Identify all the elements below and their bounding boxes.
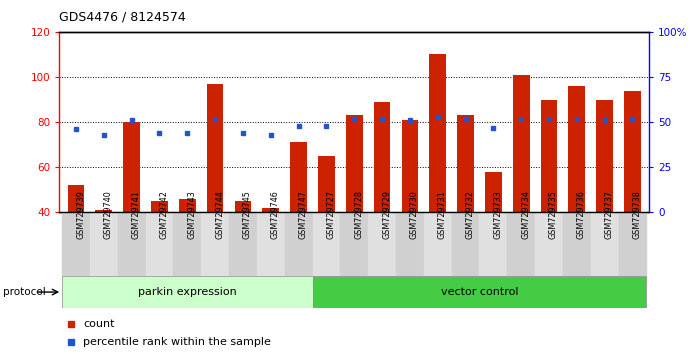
Text: parkin expression: parkin expression xyxy=(138,287,237,297)
Bar xyxy=(201,212,229,276)
Bar xyxy=(257,212,285,276)
Text: GSM729742: GSM729742 xyxy=(159,190,168,239)
Bar xyxy=(541,99,557,212)
Text: GSM729730: GSM729730 xyxy=(410,190,419,239)
Text: GSM729747: GSM729747 xyxy=(299,190,308,239)
Bar xyxy=(229,212,257,276)
Bar xyxy=(118,212,146,276)
Bar xyxy=(290,142,307,212)
Bar xyxy=(146,212,173,276)
Text: GSM729732: GSM729732 xyxy=(466,190,475,239)
Bar xyxy=(368,212,396,276)
Bar xyxy=(596,99,613,212)
Text: percentile rank within the sample: percentile rank within the sample xyxy=(83,337,271,348)
Bar xyxy=(568,86,585,212)
Text: GSM729735: GSM729735 xyxy=(549,190,558,239)
Bar xyxy=(313,276,646,308)
Text: GSM729738: GSM729738 xyxy=(632,190,641,239)
Text: GSM729731: GSM729731 xyxy=(438,190,447,239)
Bar xyxy=(535,212,563,276)
Bar xyxy=(485,172,502,212)
Bar xyxy=(480,212,507,276)
Text: GSM729737: GSM729737 xyxy=(604,190,614,239)
Bar xyxy=(624,91,641,212)
Text: vector control: vector control xyxy=(440,287,518,297)
Bar xyxy=(591,212,618,276)
Text: protocol: protocol xyxy=(3,287,46,297)
Bar xyxy=(513,75,530,212)
Text: GSM729729: GSM729729 xyxy=(382,190,391,239)
Bar xyxy=(173,212,201,276)
Bar xyxy=(262,208,279,212)
Bar xyxy=(62,212,90,276)
Text: GSM729727: GSM729727 xyxy=(327,190,336,239)
Text: count: count xyxy=(83,319,114,329)
Bar xyxy=(457,115,474,212)
Bar xyxy=(424,212,452,276)
Bar xyxy=(563,212,591,276)
Bar xyxy=(90,212,118,276)
Text: GSM729736: GSM729736 xyxy=(577,190,586,239)
Text: GDS4476 / 8124574: GDS4476 / 8124574 xyxy=(59,11,186,24)
Bar xyxy=(151,201,168,212)
Bar xyxy=(207,84,223,212)
Bar xyxy=(373,102,390,212)
Bar xyxy=(618,212,646,276)
Bar xyxy=(62,276,313,308)
Bar xyxy=(396,212,424,276)
Text: GSM729740: GSM729740 xyxy=(104,190,113,239)
Text: GSM729734: GSM729734 xyxy=(521,190,530,239)
Text: GSM729733: GSM729733 xyxy=(493,190,503,239)
Bar xyxy=(452,212,480,276)
Bar xyxy=(346,115,362,212)
Bar xyxy=(285,212,313,276)
Bar xyxy=(235,201,251,212)
Bar xyxy=(318,156,335,212)
Bar xyxy=(313,212,341,276)
Bar xyxy=(96,210,112,212)
Bar xyxy=(68,185,84,212)
Bar xyxy=(124,122,140,212)
Bar xyxy=(179,199,195,212)
Bar xyxy=(507,212,535,276)
Text: GSM729741: GSM729741 xyxy=(132,190,141,239)
Bar xyxy=(429,55,446,212)
Bar xyxy=(401,120,418,212)
Text: GSM729728: GSM729728 xyxy=(354,190,363,239)
Text: GSM729739: GSM729739 xyxy=(76,190,85,239)
Bar xyxy=(341,212,368,276)
Text: GSM729744: GSM729744 xyxy=(215,190,224,239)
Text: GSM729746: GSM729746 xyxy=(271,190,280,239)
Text: GSM729745: GSM729745 xyxy=(243,190,252,239)
Text: GSM729743: GSM729743 xyxy=(187,190,196,239)
